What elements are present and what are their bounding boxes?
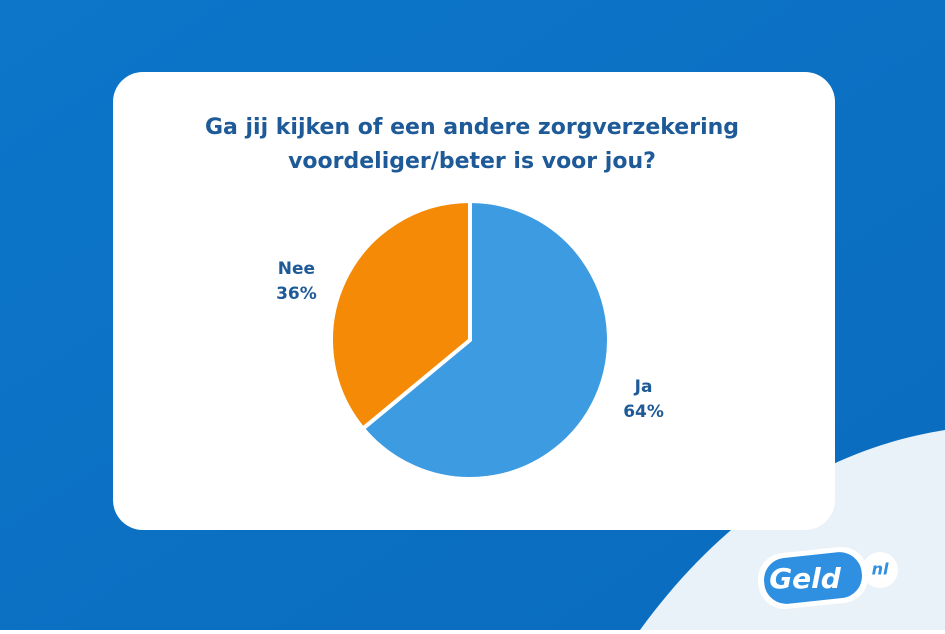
logo-suffix: nl	[872, 560, 889, 579]
logo-text: Geld	[769, 562, 842, 595]
slice-value-label: 64%	[623, 402, 664, 422]
logo-dot	[862, 552, 898, 588]
pie-slice	[329, 199, 472, 431]
slice-label: Ja	[634, 377, 653, 397]
slice-value-label: 36%	[276, 284, 317, 304]
logo-inner	[764, 552, 862, 604]
chart-title: voordeliger/beter is voor jou?	[288, 149, 656, 174]
logo: Geld nl	[757, 546, 898, 610]
pie-slice	[360, 199, 611, 481]
chart-title: Ga jij kijken of een andere zorgverzeker…	[205, 115, 739, 140]
slice-label: Nee	[278, 259, 315, 279]
